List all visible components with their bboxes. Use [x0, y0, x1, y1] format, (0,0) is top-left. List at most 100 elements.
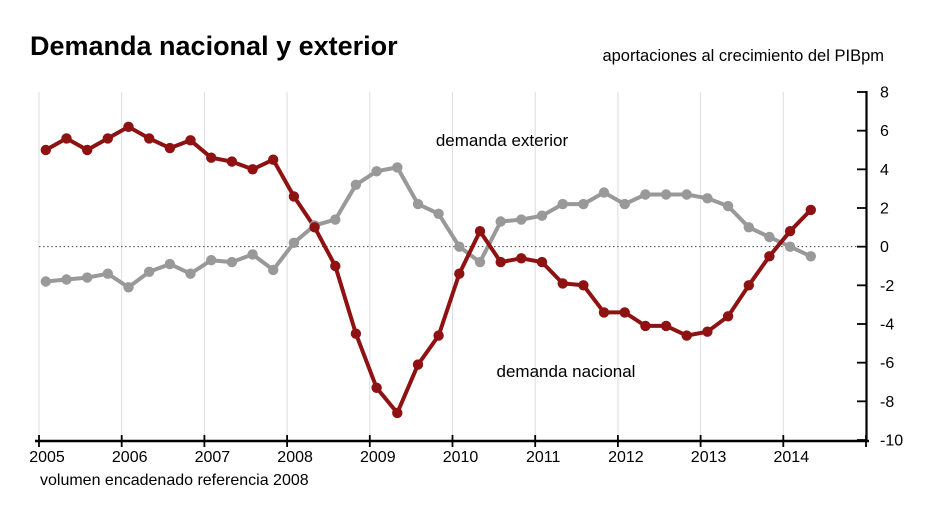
series-point-demanda-nacional [619, 307, 630, 318]
series-point-demanda-exterior [578, 198, 589, 210]
series-point-demanda-nacional [309, 222, 320, 233]
series-point-demanda-exterior [433, 208, 444, 219]
y-tick-label: -4 [880, 317, 894, 334]
x-tick-label: 2014 [774, 449, 810, 466]
series-point-demanda-nacional [784, 226, 796, 237]
y-tick-label: 2 [880, 201, 889, 218]
x-tick-label: 2006 [112, 449, 148, 466]
series-point-demanda-nacional [185, 135, 196, 146]
series-point-demanda-nacional [578, 280, 589, 291]
series-point-demanda-nacional [495, 256, 506, 268]
series-point-demanda-nacional [226, 156, 238, 167]
x-tick-label: 2013 [691, 449, 727, 466]
series-point-demanda-exterior [61, 274, 72, 285]
series-point-demanda-nacional [371, 382, 382, 393]
series-point-demanda-nacional [474, 226, 486, 237]
series-point-demanda-nacional [640, 320, 651, 332]
x-tick-label: 2009 [360, 449, 396, 466]
y-tick-label: 6 [880, 123, 889, 140]
series-point-demanda-exterior [681, 189, 692, 200]
y-tick-label: -2 [880, 278, 894, 295]
series-point-demanda-nacional [330, 260, 341, 272]
series-point-demanda-exterior [764, 231, 775, 243]
series-point-demanda-nacional [598, 307, 610, 318]
chart-footnote: volumen encadenado referencia 2008 [40, 472, 309, 489]
series-label-demanda-nacional: demanda nacional [497, 362, 636, 381]
series-point-demanda-exterior [144, 266, 155, 277]
series-point-demanda-nacional [288, 191, 300, 202]
series-point-demanda-exterior [350, 179, 362, 190]
series-point-demanda-exterior [102, 268, 114, 279]
x-tick-label: 2005 [29, 449, 65, 466]
y-tick-label: 8 [880, 85, 889, 102]
series-point-demanda-exterior [392, 162, 403, 173]
series-point-demanda-nacional [392, 407, 403, 419]
series-point-demanda-nacional [722, 311, 734, 322]
series-point-demanda-nacional [268, 154, 279, 165]
y-tick-label: 4 [880, 162, 889, 179]
series-point-demanda-exterior [598, 187, 610, 198]
series-point-demanda-nacional [454, 268, 465, 279]
x-tick-label: 2008 [277, 449, 313, 466]
series-point-demanda-exterior [516, 214, 527, 225]
series-point-demanda-exterior [474, 256, 486, 268]
series-point-demanda-nacional [433, 330, 444, 341]
series-point-demanda-exterior [82, 272, 93, 283]
x-tick-label: 2012 [608, 449, 644, 466]
series-point-demanda-nacional [123, 121, 134, 132]
y-tick-label: -6 [880, 355, 894, 372]
x-tick-label: 2007 [195, 449, 231, 466]
series-point-demanda-exterior [412, 198, 424, 210]
y-tick-label: 0 [880, 239, 889, 256]
series-point-demanda-nacional [743, 280, 754, 291]
series-point-demanda-exterior [164, 258, 176, 270]
series-point-demanda-exterior [288, 237, 300, 248]
series-point-demanda-nacional [61, 133, 72, 144]
series-point-demanda-exterior [40, 276, 51, 287]
series-point-demanda-nacional [681, 330, 692, 341]
series-point-demanda-nacional [144, 133, 155, 144]
series-point-demanda-exterior [722, 200, 734, 212]
series-point-demanda-exterior [619, 198, 630, 210]
series-point-demanda-nacional [516, 253, 527, 264]
series-point-demanda-nacional [102, 133, 114, 144]
series-point-demanda-exterior [268, 264, 279, 276]
series-point-demanda-exterior [206, 255, 217, 266]
chart-title: Demanda nacional y exterior [30, 31, 398, 61]
x-tick-label: 2011 [526, 449, 561, 466]
series-point-demanda-exterior [247, 249, 258, 260]
series-point-demanda-nacional [536, 256, 548, 268]
series-point-demanda-nacional [557, 278, 568, 289]
series-point-demanda-exterior [557, 198, 568, 210]
series-point-demanda-nacional [702, 326, 713, 337]
series-point-demanda-nacional [164, 142, 176, 154]
series-point-demanda-exterior [330, 214, 341, 225]
series-point-demanda-exterior [371, 166, 382, 177]
series-point-demanda-nacional [412, 359, 424, 370]
series-point-demanda-exterior [805, 251, 816, 262]
series-point-demanda-nacional [206, 152, 217, 163]
series-line-demanda-nacional [43, 124, 813, 415]
series-point-demanda-exterior [702, 193, 713, 204]
series-label-demanda-exterior: demanda exterior [436, 131, 569, 150]
series-point-demanda-exterior [495, 216, 506, 227]
series-point-demanda-nacional [805, 204, 816, 216]
series-point-demanda-exterior [123, 282, 134, 293]
y-tick-label: -8 [880, 394, 894, 411]
series-point-demanda-exterior [743, 222, 754, 233]
series-point-demanda-nacional [247, 164, 258, 175]
y-tick-label: -10 [880, 433, 903, 450]
series-point-demanda-exterior [226, 256, 238, 268]
series-point-demanda-exterior [784, 241, 796, 252]
x-tick-label: 2010 [443, 449, 479, 466]
series-line-demanda-exterior [43, 165, 813, 290]
series-point-demanda-nacional [350, 328, 362, 339]
series-point-demanda-exterior [185, 268, 196, 279]
series-point-demanda-nacional [82, 144, 93, 156]
series-point-demanda-nacional [764, 251, 775, 262]
chart-subtitle: aportaciones al crecimiento del PIBpm [602, 47, 884, 65]
series-point-demanda-exterior [660, 189, 672, 200]
series-point-demanda-nacional [40, 144, 51, 156]
series-point-demanda-exterior [536, 210, 548, 221]
